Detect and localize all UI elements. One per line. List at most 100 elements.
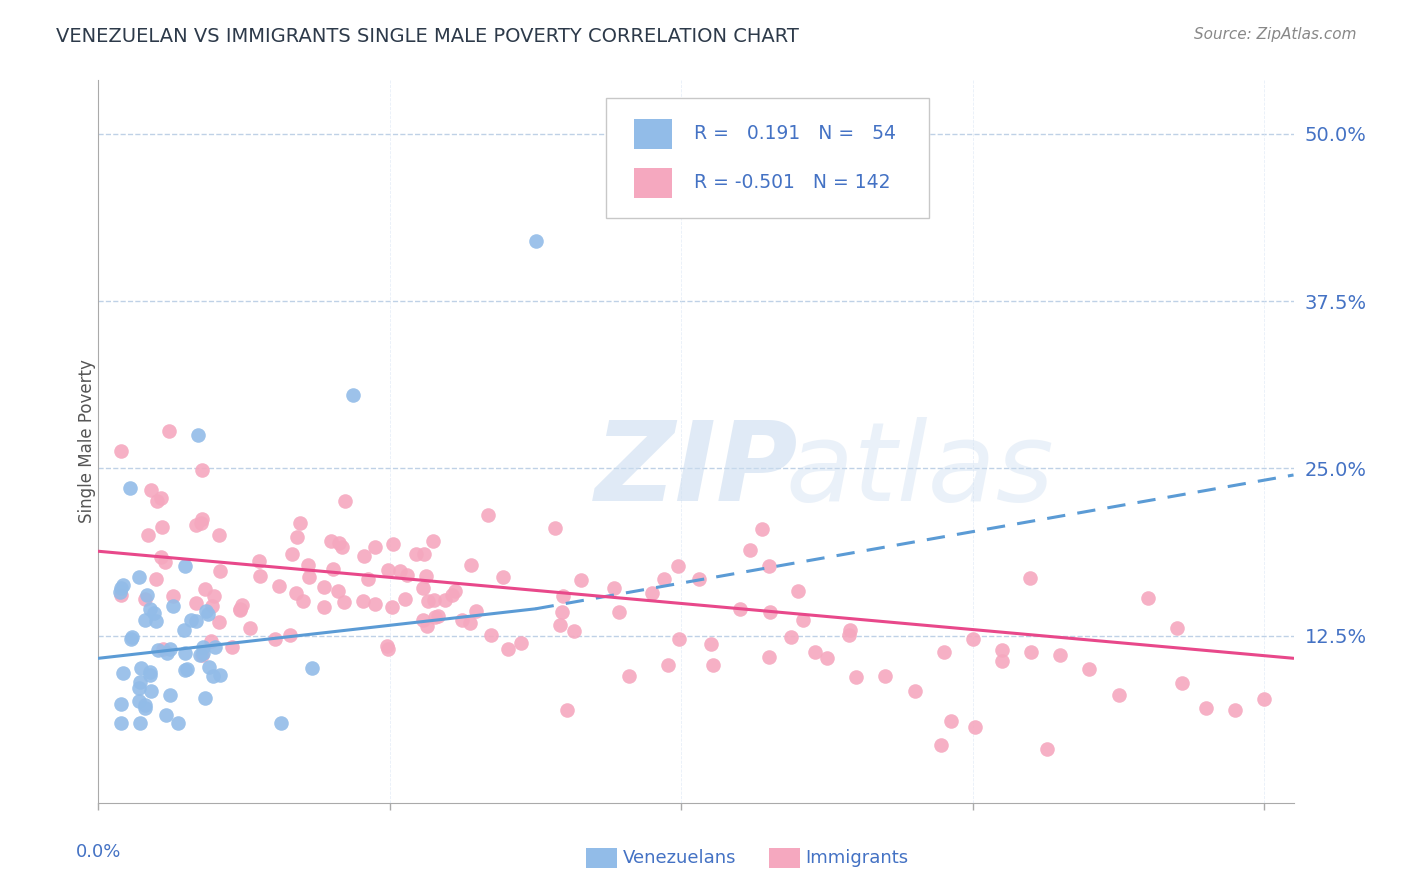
- Point: [229, 602, 252, 616]
- Point: [173, 646, 195, 660]
- Point: [197, 607, 219, 621]
- Point: [186, 596, 208, 610]
- Point: [423, 593, 446, 607]
- Point: [423, 610, 446, 624]
- Point: [247, 554, 270, 568]
- Point: [418, 594, 440, 608]
- Point: [699, 637, 721, 651]
- Point: [128, 715, 150, 730]
- Point: [139, 483, 162, 498]
- FancyBboxPatch shape: [606, 98, 929, 218]
- Point: [668, 632, 690, 647]
- Point: [194, 604, 217, 618]
- Text: R = -0.501   N = 142: R = -0.501 N = 142: [693, 173, 890, 192]
- Point: [139, 665, 162, 679]
- Point: [267, 579, 290, 593]
- Point: [991, 643, 1014, 657]
- Point: [157, 424, 180, 438]
- Point: [191, 463, 214, 477]
- Point: [451, 613, 474, 627]
- Point: [792, 613, 814, 627]
- Point: [322, 562, 344, 576]
- Point: [551, 605, 574, 619]
- Point: [1195, 701, 1218, 715]
- Text: R =   0.191   N =   54: R = 0.191 N = 54: [693, 123, 896, 143]
- Point: [186, 427, 208, 442]
- Point: [159, 688, 181, 702]
- Bar: [634, 168, 672, 198]
- Point: [180, 613, 202, 627]
- Point: [121, 630, 143, 644]
- Point: [758, 650, 780, 665]
- Point: [416, 619, 439, 633]
- Text: Immigrants: Immigrants: [806, 849, 908, 867]
- Point: [239, 621, 262, 635]
- Point: [562, 624, 585, 638]
- Point: [193, 582, 215, 596]
- Point: [357, 572, 380, 586]
- Point: [139, 668, 162, 682]
- Point: [202, 589, 225, 603]
- Point: [460, 558, 482, 572]
- Point: [173, 558, 195, 573]
- Point: [120, 632, 142, 647]
- Point: [146, 493, 169, 508]
- Point: [838, 628, 860, 642]
- Point: [839, 623, 862, 637]
- Point: [281, 547, 304, 561]
- Point: [353, 549, 375, 563]
- Point: [314, 580, 336, 594]
- Point: [149, 550, 172, 565]
- Point: [1171, 676, 1194, 690]
- Point: [412, 581, 434, 595]
- Point: [139, 684, 162, 698]
- Point: [477, 508, 499, 523]
- Point: [128, 694, 150, 708]
- Point: [333, 494, 356, 508]
- Point: [135, 588, 157, 602]
- Point: [111, 666, 134, 681]
- Point: [228, 602, 250, 616]
- Point: [134, 613, 156, 627]
- Point: [297, 558, 319, 572]
- Text: Source: ZipAtlas.com: Source: ZipAtlas.com: [1194, 27, 1357, 42]
- Point: [190, 512, 212, 526]
- Point: [342, 387, 364, 401]
- Point: [617, 669, 640, 683]
- Point: [134, 698, 156, 712]
- Y-axis label: Single Male Poverty: Single Male Poverty: [79, 359, 96, 524]
- Point: [1136, 591, 1159, 606]
- Point: [412, 547, 434, 561]
- Point: [200, 633, 222, 648]
- Point: [492, 569, 515, 583]
- Point: [845, 670, 868, 684]
- Point: [249, 568, 271, 582]
- Point: [524, 234, 547, 248]
- Point: [377, 563, 399, 577]
- Point: [208, 528, 231, 542]
- Point: [301, 661, 323, 675]
- Point: [962, 632, 984, 646]
- Point: [427, 609, 450, 624]
- Point: [415, 569, 437, 583]
- Point: [389, 564, 412, 578]
- Point: [173, 623, 195, 637]
- Point: [110, 581, 132, 595]
- Point: [544, 521, 567, 535]
- Point: [787, 583, 810, 598]
- Bar: [634, 119, 672, 149]
- Point: [292, 594, 315, 608]
- Point: [375, 639, 398, 653]
- Point: [758, 605, 780, 619]
- Point: [333, 595, 356, 609]
- Point: [190, 516, 212, 530]
- Point: [496, 642, 519, 657]
- Text: ZIP: ZIP: [595, 417, 797, 524]
- Point: [208, 615, 231, 629]
- Point: [657, 657, 679, 672]
- Text: atlas: atlas: [786, 417, 1054, 524]
- Point: [221, 640, 243, 654]
- Point: [381, 537, 404, 551]
- Point: [405, 547, 427, 561]
- Point: [929, 738, 952, 752]
